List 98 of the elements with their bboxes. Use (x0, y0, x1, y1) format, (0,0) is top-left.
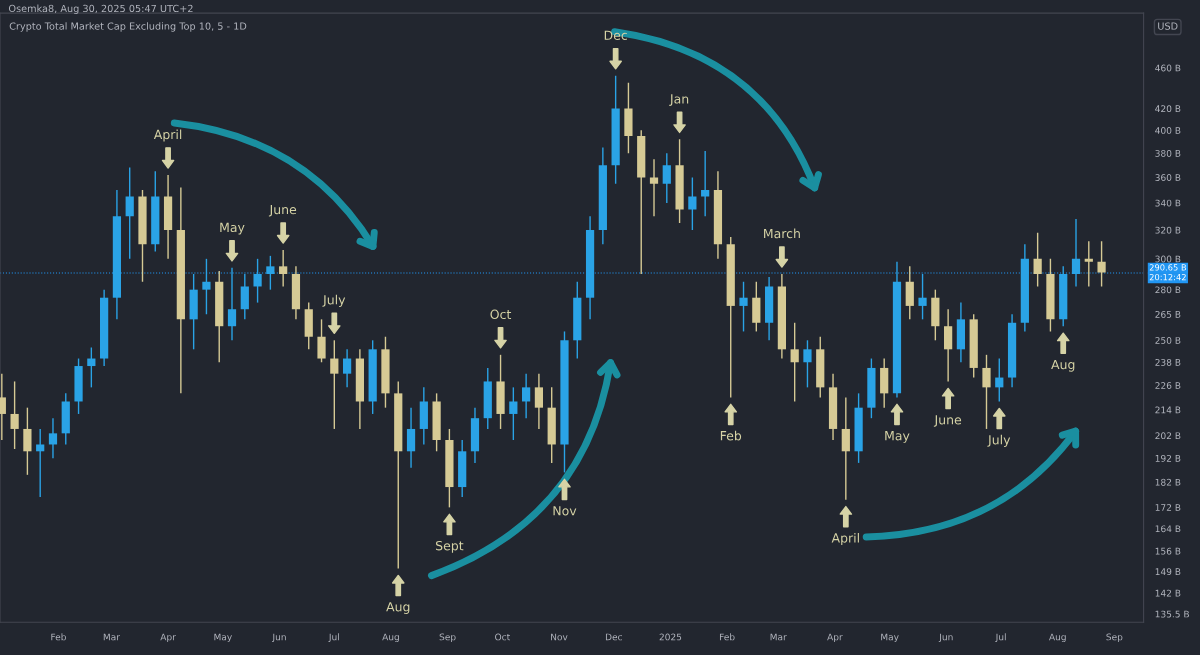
y-tick-label: 265 B (1155, 310, 1181, 318)
candlestick (227, 267, 237, 341)
candlestick (688, 176, 697, 231)
candlestick (125, 166, 134, 260)
y-tick-label: 164 B (1155, 525, 1181, 533)
y-tick-label: 202 B (1155, 432, 1181, 440)
y-tick-label: 320 B (1155, 226, 1181, 234)
candlestick (87, 346, 96, 389)
y-tick-label: 460 B (1155, 64, 1181, 72)
x-tick-label: Oct (495, 633, 510, 641)
ref-line-label: 290.65 B (1149, 264, 1187, 271)
annotation: April (153, 129, 182, 142)
candlestick (23, 406, 32, 476)
candlestick (240, 273, 249, 321)
x-tick-label: Feb (719, 633, 735, 641)
annotation: April (831, 532, 859, 546)
candlestick (841, 396, 850, 501)
candlestick (944, 308, 953, 383)
x-tick-label: Sep (439, 633, 456, 643)
candlestick (279, 249, 288, 288)
y-tick-label: 360 B (1155, 174, 1181, 181)
candlestick (330, 339, 339, 430)
candlestick (803, 339, 812, 389)
y-tick-label: 182 B (1155, 478, 1181, 486)
x-tick-label: Apr (160, 633, 176, 643)
y-tick-label: 300 B (1155, 255, 1181, 263)
annotation: July (987, 434, 1011, 447)
y-tick-label: 142 B (1155, 589, 1181, 597)
annotation: May (220, 222, 245, 235)
x-tick-label: Jun (938, 633, 953, 643)
candlestick (266, 255, 275, 291)
x-tick-label: Jul (328, 633, 339, 643)
x-tick-label: Aug (1049, 633, 1066, 643)
candlestick (662, 152, 671, 204)
x-tick-label: Mar (103, 633, 120, 641)
chart-subtitle: Osemka8, Aug 30, 2025 05:47 UTC+2 (8, 4, 193, 14)
annotation: Oct (490, 309, 512, 320)
candlestick (1084, 240, 1093, 288)
x-tick-label: Apr (827, 633, 843, 643)
y-tick-label: 135.5 B (1155, 610, 1189, 618)
text: 20:12:42 (1149, 273, 1186, 281)
x-tick-label: Jun (271, 633, 286, 643)
annotation: Jan (669, 94, 689, 106)
candlestick (534, 372, 544, 430)
annotation: May (885, 431, 910, 443)
candlestick (918, 273, 927, 321)
candlestick (982, 354, 991, 430)
y-tick-label: 250 B (1155, 337, 1181, 344)
y-tick-label: 172 B (1155, 504, 1181, 511)
candlestick (202, 258, 211, 315)
annotation: Nov (553, 506, 577, 516)
y-tick-label: 226 B (1155, 382, 1181, 389)
candlestick (790, 322, 799, 403)
y-tick-label: 400 B (1155, 127, 1181, 134)
candlestick (1097, 240, 1106, 288)
annotation: Aug (1051, 359, 1075, 372)
annotation: Sept (435, 540, 464, 553)
x-tick-label: May (881, 633, 899, 643)
y-tick-label: 156 B (1155, 547, 1181, 555)
x-tick-label: Dec (605, 633, 622, 641)
candlestick (522, 372, 531, 419)
y-tick-label: 149 B (1155, 568, 1181, 576)
y-axis-title: USD (1158, 22, 1178, 30)
annotation: July (322, 294, 346, 307)
candlestick (317, 318, 326, 363)
y-tick-label: 238 B (1155, 359, 1181, 366)
candlestick (10, 380, 19, 450)
x-tick-label: May (214, 633, 232, 643)
annotation: June (933, 415, 962, 427)
text: Crypto Total Market Cap Excluding Top 10, 5 - 1D (9, 22, 247, 32)
candlestick (1033, 232, 1042, 288)
candlestick (509, 386, 518, 441)
candlestick (342, 348, 352, 389)
candlestick (1071, 218, 1081, 288)
annotation: June (268, 204, 297, 217)
candlestick (649, 158, 659, 217)
x-tick-label: Nov (551, 633, 568, 641)
x-tick-label: Sep (1106, 633, 1123, 643)
x-tick-label: Aug (382, 633, 399, 643)
candlestick (36, 428, 45, 498)
candlestick (253, 258, 262, 304)
y-tick-label: 420 B (1155, 105, 1181, 113)
y-tick-label: 380 B (1155, 149, 1181, 157)
x-tick-label: Feb (51, 633, 66, 641)
x-tick-label: 2025 (659, 633, 682, 641)
x-tick-label: Jul (995, 633, 1006, 643)
y-tick-label: 214 B (1155, 406, 1181, 414)
y-tick-label: 340 B (1155, 199, 1181, 207)
annotation: Aug (386, 602, 410, 614)
y-tick-label: 280 B (1155, 286, 1181, 294)
candlestick (406, 406, 416, 469)
x-tick-label: Mar (770, 633, 787, 641)
annotation: Feb (720, 430, 742, 441)
y-tick-label: 192 B (1155, 454, 1181, 462)
candlestick (48, 417, 58, 459)
candlestick (701, 150, 710, 217)
candlestick (739, 281, 748, 333)
annotation: March (764, 228, 800, 239)
